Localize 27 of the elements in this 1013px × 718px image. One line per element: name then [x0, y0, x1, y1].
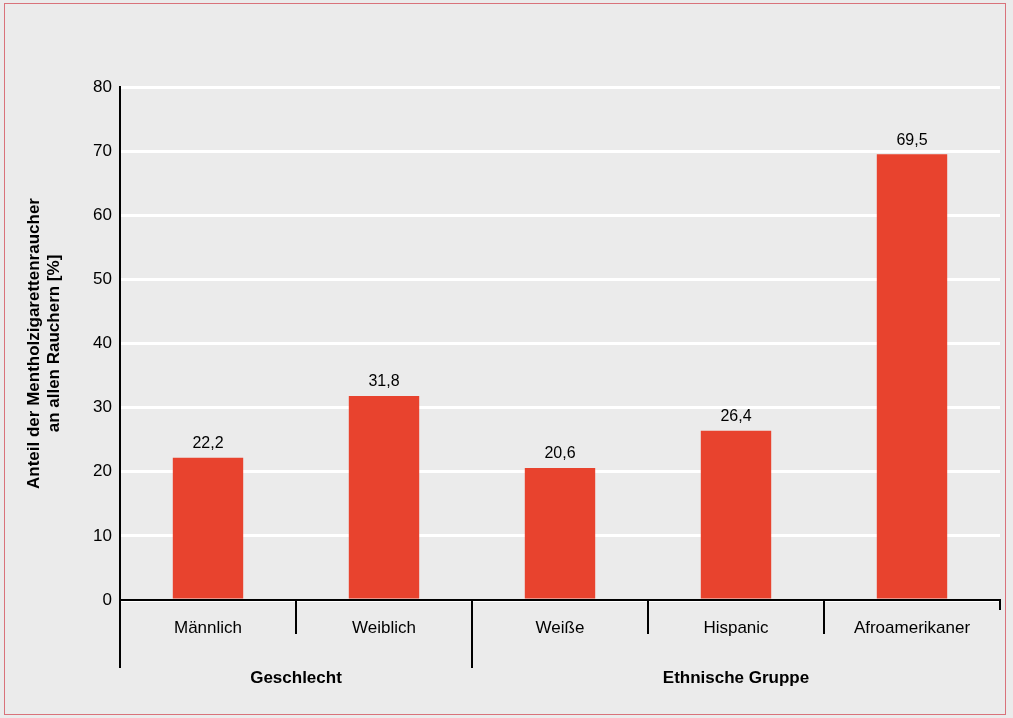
bar: [700, 430, 772, 599]
y-tick-label: 40: [93, 333, 112, 353]
bar: [172, 457, 244, 599]
y-axis-title: Anteil der Mentholzigarettenraucher an allen Rauchern [%]: [23, 197, 64, 489]
y-tick-label: 50: [93, 269, 112, 289]
data-label: 22,2: [192, 434, 224, 452]
text: Ethnische Gruppe: [662, 667, 810, 687]
x-tick-label: Männlich: [173, 617, 243, 637]
x-tick-label: Weiße: [535, 617, 585, 637]
data-label: 69,5: [896, 130, 928, 148]
y-tick-label: 70: [93, 140, 112, 160]
bar: [876, 154, 948, 599]
text: Geschlecht: [250, 667, 343, 687]
bar: [524, 467, 596, 599]
y-tick-label: 60: [93, 204, 112, 224]
x-tick-label: Afroamerikaner: [853, 617, 971, 637]
data-label: 31,8: [368, 372, 400, 390]
y-tick-label: 20: [93, 461, 112, 481]
y-tick-label: 80: [93, 76, 112, 96]
x-tick-label: Hispanic: [703, 617, 770, 637]
y-tick-label: 10: [93, 525, 112, 545]
y-tick-label: 0: [102, 589, 112, 609]
y-tick-label: 30: [93, 397, 112, 417]
x-tick-label: Weiblich: [352, 617, 416, 637]
data-label: 20,6: [544, 444, 576, 462]
data-label: 26,4: [720, 407, 752, 425]
bar: [348, 396, 420, 599]
